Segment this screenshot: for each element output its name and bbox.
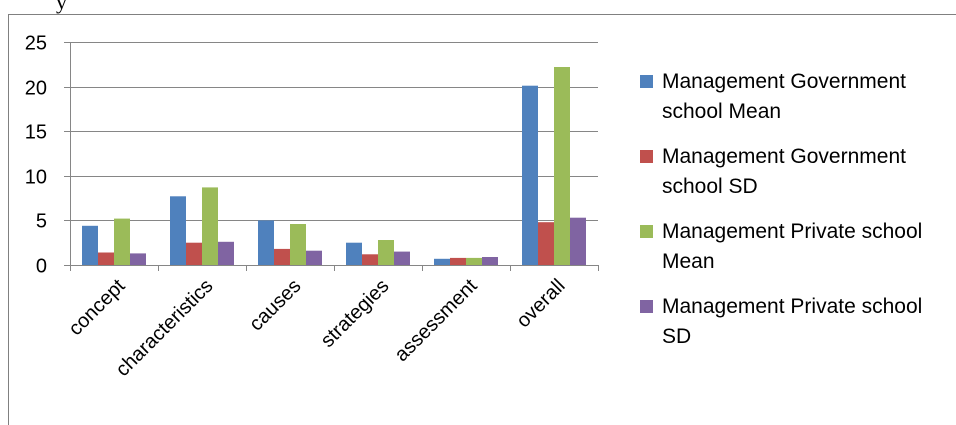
bar-characteristics-series-4 (218, 241, 234, 265)
y-tick-label: 20 (25, 78, 47, 100)
bar-concept-series-1 (82, 225, 98, 265)
bar-strategies-series-1 (346, 242, 362, 265)
y-tick-label: 15 (25, 122, 47, 144)
y-tick-label: 0 (36, 256, 47, 278)
legend-swatch (640, 225, 653, 238)
bar-assessment-series-4 (482, 257, 498, 265)
bar-characteristics-series-3 (202, 187, 218, 265)
bar-causes-series-3 (290, 224, 306, 265)
legend-swatch (640, 300, 653, 313)
bar-causes-series-4 (306, 250, 322, 265)
bar-causes-series-1 (258, 220, 274, 265)
bar-assessment-series-2 (450, 257, 466, 265)
legend-swatch (640, 75, 653, 88)
legend-swatch (640, 150, 653, 163)
bar-concept-series-4 (130, 253, 146, 265)
bar-assessment-series-3 (466, 257, 482, 265)
x-tick-label: strategies (317, 275, 394, 352)
y-tick-label: 10 (25, 167, 47, 189)
bar-overall-series-1 (522, 85, 538, 265)
bar-assessment-series-1 (434, 258, 450, 265)
bar-strategies-series-2 (362, 254, 378, 265)
bar-characteristics-series-2 (186, 242, 202, 265)
legend: Management Government school Mean Manageme… (640, 70, 922, 348)
legend-label: Management Government school Mean (662, 70, 906, 123)
y-tick-label: 5 (36, 211, 47, 233)
bar-causes-series-2 (274, 248, 290, 265)
bar-concept-series-3 (114, 218, 130, 265)
legend-label: Management Private school Mean (662, 220, 922, 273)
bar-characteristics-series-1 (170, 196, 186, 265)
bar-concept-series-2 (98, 252, 114, 265)
x-tick-label: concept (64, 275, 129, 340)
bar-overall-series-3 (554, 67, 570, 265)
legend-label: Management Private school SD (662, 295, 922, 348)
bar-overall-series-4 (570, 217, 586, 265)
bar-overall-series-2 (538, 222, 554, 265)
legend-label: Management Government school SD (662, 145, 906, 198)
header-fragment: y (56, 0, 67, 14)
bar-strategies-series-3 (378, 240, 394, 265)
bar-strategies-series-4 (394, 251, 410, 265)
bars (82, 67, 586, 265)
x-tick-label: overall (512, 275, 569, 332)
y-tick-label: 25 (25, 33, 47, 55)
x-tick-label: assessment (391, 275, 482, 366)
grid-lines (70, 42, 598, 221)
x-tick-label: causes (245, 275, 305, 335)
